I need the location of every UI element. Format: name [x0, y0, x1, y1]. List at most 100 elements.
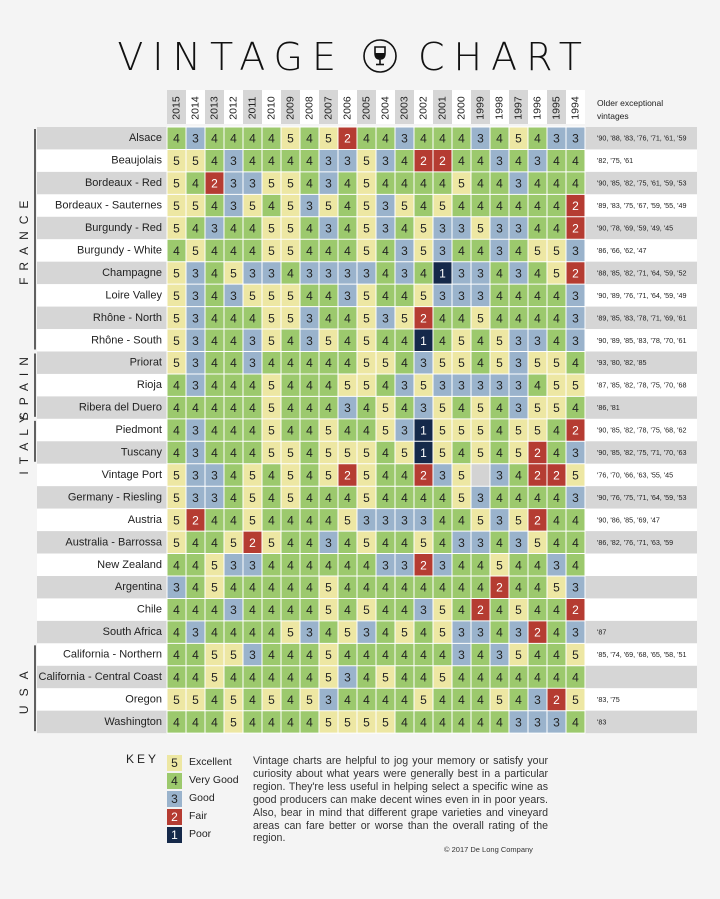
- rating-value: 4: [306, 424, 313, 438]
- rating-value: 4: [325, 491, 332, 505]
- rating-cell: [243, 127, 262, 150]
- rating-cell: [528, 373, 547, 397]
- rating-cell: [167, 329, 186, 352]
- rating-value: 3: [268, 266, 275, 280]
- rating-value: 3: [534, 334, 541, 348]
- rating-value: 4: [572, 154, 579, 168]
- rating-value: 4: [287, 266, 294, 280]
- rating-cell: [452, 710, 471, 734]
- rating-value: 5: [382, 715, 389, 729]
- rating-value: 4: [382, 334, 389, 348]
- rating-value: 3: [515, 379, 522, 393]
- rating-cell: [471, 531, 490, 554]
- rating-cell: [414, 643, 433, 666]
- region-label: Bordeaux - Red: [85, 177, 162, 189]
- rating-cell: [262, 418, 281, 442]
- rating-cell: [509, 576, 528, 599]
- year-label-2013: 2013: [209, 96, 221, 120]
- rating-cell: [414, 598, 433, 621]
- rating-value: 4: [572, 401, 579, 415]
- rating-cell: [167, 620, 186, 644]
- rating-value: 4: [439, 513, 446, 527]
- rating-value: 5: [173, 222, 180, 236]
- rating-value: 5: [287, 289, 294, 303]
- rating-cell: [205, 149, 224, 172]
- rating-value: 5: [325, 581, 332, 595]
- rating-cell: [281, 329, 300, 352]
- rating-cell: [490, 441, 509, 464]
- year-label-1995: 1995: [551, 96, 563, 120]
- rating-cell: [205, 620, 224, 644]
- rating-cell: [357, 329, 376, 352]
- rating-value: 5: [287, 244, 294, 258]
- rating-cell: [281, 127, 300, 150]
- rating-cell: [566, 171, 585, 195]
- rating-cell: [395, 149, 414, 172]
- rating-cell: [262, 688, 281, 711]
- rating-value: 4: [287, 603, 294, 617]
- rating-value: 4: [249, 446, 256, 460]
- rating-cell: [167, 643, 186, 666]
- rating-value: 5: [420, 244, 427, 258]
- rating-cell: [300, 373, 319, 397]
- rating-cell: [300, 171, 319, 195]
- rating-value: 4: [363, 558, 370, 572]
- rating-cell: [528, 508, 547, 532]
- rating-value: 5: [173, 199, 180, 213]
- rating-value: 4: [287, 693, 294, 707]
- rating-value: 5: [534, 536, 541, 550]
- rating-cell: [357, 441, 376, 464]
- rating-cell: [433, 553, 452, 576]
- rating-cell: [528, 351, 547, 374]
- rating-value: 4: [287, 536, 294, 550]
- rating-cell: [357, 261, 376, 285]
- rating-value: 4: [572, 536, 579, 550]
- rating-value: 3: [439, 244, 446, 258]
- rating-cell: [262, 576, 281, 599]
- rating-cell: [547, 216, 566, 240]
- rating-value: 3: [477, 289, 484, 303]
- rating-cell: [281, 553, 300, 576]
- rating-value: 4: [572, 513, 579, 527]
- rating-cell: [509, 553, 528, 576]
- rating-cell: [205, 171, 224, 195]
- rating-cell: [300, 396, 319, 419]
- rating-cell: [243, 620, 262, 644]
- year-label-1999: 1999: [475, 96, 487, 120]
- rating-cell: [490, 508, 509, 532]
- rating-cell: [224, 688, 243, 711]
- rating-value: 4: [401, 581, 408, 595]
- rating-value: 4: [553, 626, 560, 640]
- rating-value: 3: [382, 222, 389, 236]
- rating-value: 4: [515, 244, 522, 258]
- rating-cell: [338, 553, 357, 576]
- rating-value: 4: [496, 536, 503, 550]
- rating-value: 4: [306, 289, 313, 303]
- rating-cell: [167, 239, 186, 262]
- rating-cell: [281, 418, 300, 442]
- rating-cell: [205, 553, 224, 576]
- rating-cell: [376, 127, 395, 150]
- rating-value: 5: [420, 222, 427, 236]
- rating-cell: [338, 149, 357, 172]
- rating-cell: [376, 261, 395, 285]
- rating-value: 4: [515, 311, 522, 325]
- rating-cell: [338, 351, 357, 374]
- rating-cell: [357, 171, 376, 195]
- rating-value: 4: [230, 513, 237, 527]
- older-vintages: '90, '86, '85, '69, '47: [597, 515, 660, 524]
- rating-value: 3: [458, 289, 465, 303]
- rating-cell: [205, 351, 224, 374]
- rating-value: 4: [420, 199, 427, 213]
- rating-cell: [281, 351, 300, 374]
- rating-cell: [433, 531, 452, 554]
- rating-value: 5: [363, 536, 370, 550]
- rating-cell: [338, 576, 357, 599]
- rating-cell: [547, 486, 566, 509]
- rating-value: 5: [420, 536, 427, 550]
- rating-value: 4: [477, 715, 484, 729]
- rating-cell: [509, 508, 528, 532]
- rating-value: 4: [553, 222, 560, 236]
- rating-cell: [433, 508, 452, 532]
- rating-cell: [300, 688, 319, 711]
